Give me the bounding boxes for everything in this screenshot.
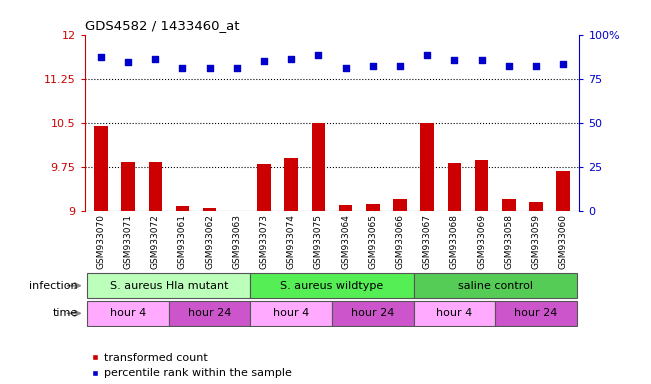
Text: GSM933073: GSM933073 [260, 214, 269, 269]
Text: GSM933071: GSM933071 [124, 214, 133, 269]
Text: GSM933060: GSM933060 [559, 214, 568, 269]
Bar [312, 123, 326, 211]
Bar [85, 211, 579, 241]
Text: saline control: saline control [458, 281, 533, 291]
Point [395, 63, 405, 69]
Text: GSM933067: GSM933067 [422, 214, 432, 269]
Text: hour 24: hour 24 [188, 308, 231, 318]
Text: hour 24: hour 24 [514, 308, 558, 318]
Bar [413, 301, 495, 326]
Text: GSM933072: GSM933072 [151, 214, 159, 269]
Bar [148, 162, 162, 211]
Bar [475, 160, 488, 211]
Point [313, 52, 324, 58]
Bar [393, 199, 407, 211]
Text: S. aureus wildtype: S. aureus wildtype [281, 281, 383, 291]
Text: GSM933069: GSM933069 [477, 214, 486, 269]
Bar [366, 204, 380, 211]
Point [150, 56, 161, 62]
Point [503, 63, 514, 70]
Text: hour 24: hour 24 [351, 308, 395, 318]
Bar [169, 301, 251, 326]
Text: hour 4: hour 4 [436, 308, 473, 318]
Point [449, 57, 460, 63]
Text: hour 4: hour 4 [110, 308, 146, 318]
Text: GSM933074: GSM933074 [286, 214, 296, 269]
Text: S. aureus Hla mutant: S. aureus Hla mutant [109, 281, 228, 291]
Bar [251, 273, 413, 298]
Text: GSM933064: GSM933064 [341, 214, 350, 269]
Bar [203, 208, 217, 211]
Point [286, 56, 296, 62]
Bar [413, 273, 577, 298]
Point [368, 63, 378, 69]
Bar [421, 123, 434, 211]
Bar [332, 301, 413, 326]
Text: GSM933070: GSM933070 [96, 214, 105, 269]
Point [259, 58, 270, 64]
Point [204, 65, 215, 71]
Text: GSM933068: GSM933068 [450, 214, 459, 269]
Point [558, 61, 568, 67]
Text: infection: infection [29, 281, 78, 291]
Text: GSM933059: GSM933059 [531, 214, 540, 269]
Bar [284, 158, 298, 211]
Bar [529, 202, 543, 211]
Legend: transformed count, percentile rank within the sample: transformed count, percentile rank withi… [90, 353, 292, 379]
Bar [251, 301, 332, 326]
Bar [87, 273, 251, 298]
Point [123, 59, 133, 65]
Text: GSM933066: GSM933066 [395, 214, 404, 269]
Point [177, 65, 187, 71]
Text: time: time [53, 308, 78, 318]
Text: GSM933058: GSM933058 [505, 214, 513, 269]
Text: GSM933075: GSM933075 [314, 214, 323, 269]
Text: hour 4: hour 4 [273, 308, 309, 318]
Point [477, 57, 487, 63]
Text: GSM933061: GSM933061 [178, 214, 187, 269]
Bar [87, 301, 169, 326]
Text: GDS4582 / 1433460_at: GDS4582 / 1433460_at [85, 19, 239, 32]
Point [340, 65, 351, 71]
Point [96, 54, 106, 60]
Text: GSM933065: GSM933065 [368, 214, 378, 269]
Bar [121, 162, 135, 211]
Point [531, 63, 541, 69]
Point [232, 65, 242, 71]
Point [422, 52, 432, 58]
Bar [176, 207, 189, 211]
Text: GSM933063: GSM933063 [232, 214, 242, 269]
Text: GSM933062: GSM933062 [205, 214, 214, 269]
Bar [94, 126, 107, 211]
Bar [495, 301, 577, 326]
Bar [502, 199, 516, 211]
Bar [339, 205, 352, 211]
Bar [557, 171, 570, 211]
Bar [447, 163, 461, 211]
Bar [257, 164, 271, 211]
